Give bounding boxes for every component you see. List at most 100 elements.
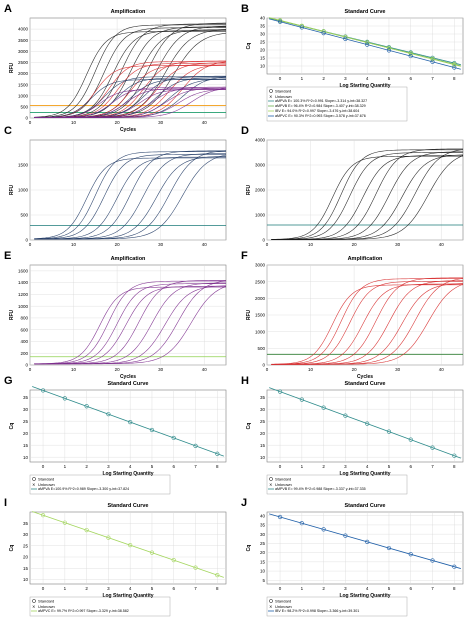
x-tick-label: 40 bbox=[202, 242, 208, 247]
x-tick-label: 30 bbox=[158, 242, 164, 247]
amplification-curve bbox=[34, 156, 226, 240]
legend-entry: aMPVA E= 100.3% R^2=0.991 Slope=-3.314 y… bbox=[275, 99, 367, 103]
plot-area bbox=[266, 511, 464, 585]
y-tick-label: 30 bbox=[23, 532, 29, 537]
x-tick-label: 7 bbox=[431, 586, 434, 591]
standard-point bbox=[299, 521, 304, 526]
amplification-curve bbox=[271, 155, 464, 240]
x-tick-label: 2 bbox=[85, 464, 88, 469]
x-tick-label: 0 bbox=[279, 76, 282, 81]
y-axis-label: Cq bbox=[9, 423, 15, 430]
standard-point bbox=[277, 514, 283, 520]
y-tick-label: 3000 bbox=[255, 263, 266, 268]
y-tick-label: 40 bbox=[260, 16, 266, 21]
standard-point bbox=[193, 443, 198, 448]
standard-point bbox=[452, 65, 457, 70]
legend-box bbox=[266, 86, 408, 122]
standard-point bbox=[171, 558, 176, 563]
chart-title: Standard Curve bbox=[345, 381, 386, 387]
standard-point bbox=[193, 565, 198, 570]
y-tick-label: 1000 bbox=[18, 93, 29, 98]
y-tick-label: 20 bbox=[260, 431, 266, 436]
standard-point bbox=[430, 59, 435, 64]
y-tick-label: 25 bbox=[260, 40, 266, 45]
legend-standard-label: Standard bbox=[275, 599, 291, 604]
legend-standard-label: Standard bbox=[275, 89, 291, 94]
plot-area bbox=[29, 511, 227, 585]
y-tick-label: 500 bbox=[20, 104, 28, 109]
x-axis-label: Cycles bbox=[120, 374, 136, 380]
x-tick-label: 0 bbox=[29, 120, 32, 125]
x-tick-label: 0 bbox=[29, 242, 32, 247]
y-tick-label: 200 bbox=[20, 351, 28, 356]
x-tick-label: 7 bbox=[194, 464, 197, 469]
x-tick-label: 30 bbox=[158, 367, 164, 372]
standard-point bbox=[343, 533, 348, 538]
x-tick-label: 0 bbox=[266, 367, 269, 372]
y-tick-label: 0 bbox=[262, 363, 265, 368]
legend-entry: aMPVB E= 96.4% R^2=0.984 Slope=-3.407 y-… bbox=[275, 104, 366, 108]
legend-unknown-marker: × bbox=[269, 94, 272, 100]
y-tick-label: 20 bbox=[23, 555, 29, 560]
panel-b: B Standard Curve 0 1 2 3 4 5 6 7 8 10 15 20 25 30 35 40 Lo… bbox=[241, 3, 464, 122]
y-tick-label: 1000 bbox=[18, 304, 29, 309]
y-tick-label: 1500 bbox=[18, 163, 29, 168]
x-tick-label: 8 bbox=[216, 586, 219, 591]
y-tick-label: 10 bbox=[260, 455, 266, 460]
y-tick-label: 20 bbox=[23, 431, 29, 436]
y-tick-label: 4000 bbox=[255, 138, 266, 143]
legend-unknown-label: Unknown bbox=[275, 604, 292, 609]
standard-point bbox=[40, 513, 46, 518]
legend-entry: aMPVC E= 90.3% R^2=0.993 Slope=-3.578 y-… bbox=[275, 114, 366, 118]
legend-unknown-label: Unknown bbox=[38, 604, 55, 609]
y-tick-label: 1000 bbox=[255, 329, 266, 334]
chart-title: Standard Curve bbox=[345, 503, 386, 509]
legend-unknown-marker: × bbox=[32, 482, 35, 488]
amplification-curve bbox=[271, 281, 463, 365]
x-tick-label: 2 bbox=[322, 76, 325, 81]
x-tick-label: 6 bbox=[409, 464, 412, 469]
amplification-curve bbox=[34, 286, 226, 365]
y-tick-label: 35 bbox=[260, 523, 266, 528]
x-tick-label: 7 bbox=[194, 586, 197, 591]
y-tick-label: 35 bbox=[260, 395, 266, 400]
x-tick-label: 10 bbox=[71, 242, 77, 247]
amplification-curve bbox=[34, 151, 226, 240]
x-tick-label: 3 bbox=[107, 464, 110, 469]
x-tick-label: 0 bbox=[29, 367, 32, 372]
y-tick-label: 30 bbox=[260, 532, 266, 537]
chart-title: Standard Curve bbox=[108, 381, 149, 387]
x-tick-label: 20 bbox=[352, 367, 358, 372]
y-tick-label: 35 bbox=[23, 395, 29, 400]
y-tick-label: 600 bbox=[20, 327, 28, 332]
standard-point bbox=[365, 42, 370, 47]
panel-a: A Amplification 0 10 20 30 40 0 500 1000 1500 2000 2… bbox=[4, 3, 227, 133]
x-axis-label: Log Starting Quantity bbox=[102, 471, 153, 477]
legend-unknown-label: Unknown bbox=[275, 94, 292, 99]
panel-label: E bbox=[4, 250, 11, 262]
y-tick-label: 20 bbox=[260, 550, 266, 555]
legend-standard-marker bbox=[32, 599, 36, 603]
y-tick-label: 3500 bbox=[18, 38, 29, 43]
standard-point bbox=[215, 573, 220, 578]
x-tick-label: 30 bbox=[158, 120, 164, 125]
x-tick-label: 40 bbox=[202, 120, 208, 125]
panel-label: H bbox=[241, 375, 249, 387]
y-axis-label: Cq bbox=[246, 423, 252, 430]
y-tick-label: 500 bbox=[257, 346, 265, 351]
x-tick-label: 20 bbox=[115, 367, 121, 372]
x-tick-label: 6 bbox=[409, 586, 412, 591]
standard-point bbox=[62, 520, 67, 525]
standard-point bbox=[386, 48, 392, 53]
x-tick-label: 7 bbox=[431, 464, 434, 469]
amplification-curve bbox=[34, 154, 227, 240]
standard-point bbox=[452, 453, 457, 458]
y-tick-label: 1600 bbox=[18, 268, 29, 273]
amplification-curve bbox=[271, 284, 463, 365]
legend-unknown-marker: × bbox=[32, 604, 35, 610]
legend-entry: aMPVA E=100.9% R^2=0.989 Slope=-3.300 y-… bbox=[38, 487, 129, 491]
y-tick-label: 15 bbox=[260, 559, 266, 564]
amplification-curve bbox=[271, 149, 463, 240]
